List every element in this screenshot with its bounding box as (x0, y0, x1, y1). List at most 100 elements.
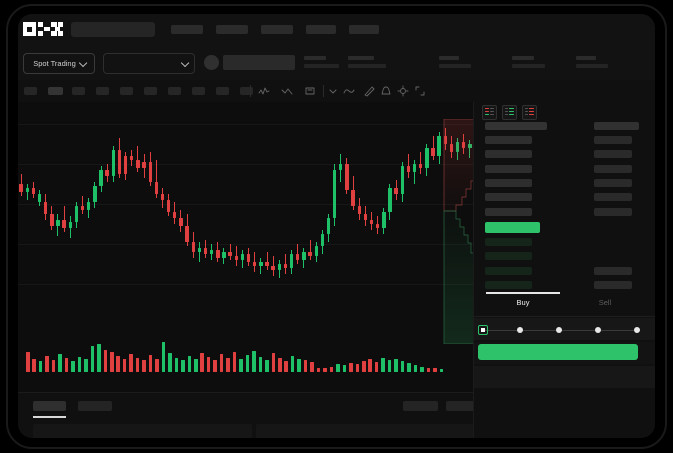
tab-sell[interactable]: Sell (598, 298, 612, 307)
nav-item-5[interactable] (349, 25, 379, 34)
market-mode-dropdown[interactable]: Spot Trading (23, 53, 95, 74)
chevron-down-icon[interactable] (327, 85, 339, 97)
volume-bar (206, 357, 211, 372)
bottom-action-2[interactable] (446, 401, 481, 411)
volume-bar (32, 359, 36, 372)
volume-bar (362, 361, 366, 372)
alert-icon[interactable] (380, 85, 392, 97)
bottom-action-1[interactable] (403, 401, 438, 411)
tab-open-orders[interactable] (33, 401, 66, 411)
candle (351, 102, 355, 302)
gridline (18, 124, 473, 125)
settings-gear-icon[interactable] (397, 85, 409, 97)
stat-24h-change (304, 56, 339, 68)
nav-item-3[interactable] (261, 25, 293, 34)
candle (228, 102, 232, 302)
orderbook-view-asks-icon[interactable] (522, 105, 537, 120)
volume-bar (58, 354, 62, 372)
orderbook-spread-highlight[interactable] (485, 222, 540, 233)
orderbook-ask-price[interactable] (485, 178, 532, 187)
onboarding-step-3[interactable] (556, 327, 562, 333)
order-price-field[interactable] (474, 318, 655, 340)
gridline (18, 284, 473, 285)
timeframe-chip-1[interactable] (24, 87, 37, 95)
volume-bar (187, 356, 192, 372)
timeframe-chip-10[interactable] (240, 87, 253, 95)
timeframe-chip-9[interactable] (216, 87, 229, 95)
gridline (18, 244, 473, 245)
orderbook-col-amount (594, 122, 639, 130)
volume-bar (38, 361, 43, 372)
orderbook-ask-price[interactable] (485, 193, 532, 202)
candle (173, 102, 177, 302)
compare-icon[interactable] (304, 85, 316, 97)
orderbook-ask-price[interactable] (485, 136, 532, 144)
candle (99, 102, 103, 302)
timeframe-chip-2[interactable] (48, 87, 63, 95)
candle (160, 102, 165, 302)
candle (216, 102, 220, 302)
price-chart[interactable] (18, 102, 473, 392)
volume-bar (90, 346, 95, 372)
order-total-field[interactable] (474, 366, 655, 388)
nav-item-1[interactable] (171, 25, 203, 34)
logo-letter-o (23, 22, 36, 36)
onboarding-step-5[interactable] (634, 327, 640, 333)
line-chart-icon[interactable] (343, 85, 355, 97)
orderbook-bid-price[interactable] (485, 238, 532, 246)
orderbook-bid-price[interactable] (485, 266, 532, 275)
orderbook-bid-price[interactable] (485, 252, 532, 261)
orderbook-ask-price[interactable] (485, 164, 532, 173)
candle (117, 102, 122, 302)
orderbook-ask-price[interactable] (485, 207, 532, 216)
candle (332, 102, 337, 302)
candle (130, 102, 134, 302)
volume-bar (374, 362, 379, 372)
onboarding-step-2[interactable] (517, 327, 523, 333)
candle (326, 102, 331, 302)
bottom-cell-right (256, 424, 482, 438)
onboarding-step-1[interactable] (478, 325, 488, 335)
volume-bar (265, 360, 269, 372)
fullscreen-icon[interactable] (414, 85, 426, 97)
timeframe-chip-6[interactable] (144, 87, 157, 95)
orderbook-col-price (485, 122, 547, 130)
candle (111, 102, 115, 302)
orderbook-ask-amount (594, 136, 632, 144)
volume-bar (426, 368, 431, 372)
orderbook-ask-price[interactable] (485, 150, 532, 159)
drawing-tool-icon[interactable] (363, 85, 375, 97)
candle (80, 102, 85, 302)
timeframe-chip-3[interactable] (72, 87, 85, 95)
okx-logo[interactable] (23, 22, 64, 36)
trading-pair-selector[interactable] (103, 53, 195, 74)
orderbook-view-bids-icon[interactable] (502, 105, 517, 120)
indicators-icon[interactable] (258, 85, 270, 97)
chart-type-icon[interactable] (281, 85, 293, 97)
timeframe-chip-8[interactable] (192, 87, 205, 95)
onboarding-step-4[interactable] (595, 327, 601, 333)
candle (419, 102, 423, 302)
candle (265, 102, 269, 302)
orderbook-view-modes (482, 105, 537, 120)
candle (314, 102, 318, 302)
tab-order-history[interactable] (78, 401, 112, 411)
nav-item-2[interactable] (216, 25, 248, 34)
volume-bar (232, 352, 237, 372)
primary-cta-button[interactable] (478, 344, 638, 360)
tab-buy[interactable]: Buy (516, 298, 530, 307)
volume-bar (181, 360, 185, 372)
timeframe-chip-5[interactable] (120, 87, 133, 95)
volume-bar (26, 352, 30, 372)
timeframe-chip-7[interactable] (168, 87, 181, 95)
candle (87, 102, 91, 302)
volume-bar (310, 362, 314, 372)
candle (68, 102, 72, 302)
search-input[interactable] (71, 22, 155, 37)
orderbook-view-both-icon[interactable] (482, 105, 497, 120)
nav-item-4[interactable] (306, 25, 336, 34)
orderbook-bid-price[interactable] (485, 280, 532, 289)
candle (369, 102, 374, 302)
volume-bar (84, 359, 88, 372)
timeframe-chip-4[interactable] (96, 87, 109, 95)
